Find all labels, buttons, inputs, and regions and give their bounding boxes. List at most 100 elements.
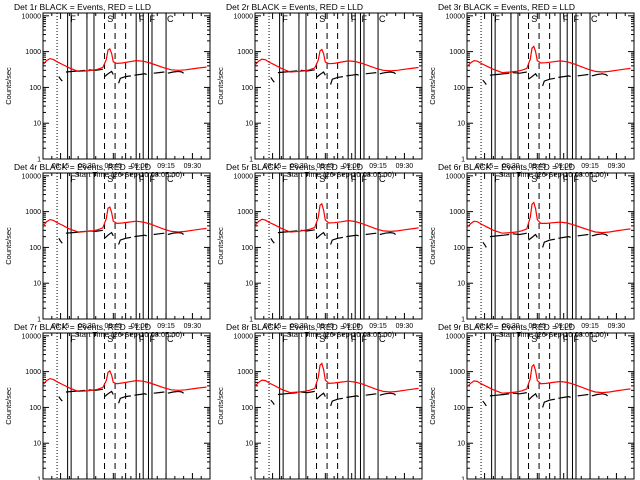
events-line [528, 72, 538, 80]
y-tick-label: 100 [29, 245, 41, 252]
flag-label: F [573, 334, 579, 344]
x-tick-label: 09:30 [396, 323, 414, 330]
events-line [379, 392, 396, 396]
y-tick-label: 100 [241, 85, 253, 92]
flag-label: F [563, 174, 569, 184]
y-tick-label: 1 [37, 477, 41, 480]
flag-label: S [107, 174, 113, 184]
events-line [316, 231, 326, 239]
events-line [542, 398, 556, 408]
flag-label: C [167, 174, 174, 184]
events-line [167, 231, 184, 236]
lld-line [43, 369, 207, 393]
events-line [489, 393, 510, 397]
events-line [512, 71, 527, 74]
flag-label: S [107, 14, 113, 24]
series-group [43, 369, 207, 404]
events-line [379, 71, 396, 75]
flag-label: F [361, 334, 367, 344]
x-tick-label: 09:30 [608, 323, 626, 330]
flag-label: S [531, 174, 537, 184]
events-line [346, 73, 359, 77]
y-axis-label: Counts/sec [216, 67, 225, 105]
x-tick-label: 08:30 [78, 323, 96, 330]
y-tick-label: 1000 [25, 209, 41, 216]
plot-frame [42, 12, 211, 160]
events-line [300, 390, 315, 394]
series-group [255, 202, 419, 245]
flag-label: F [149, 14, 155, 24]
y-axis-label: Counts/sec [216, 227, 225, 265]
events-line [591, 73, 608, 77]
y-tick-label: 10 [245, 441, 253, 448]
y-axis-label: Counts/sec [216, 387, 225, 425]
series-group [43, 206, 207, 245]
events-line [58, 396, 63, 402]
y-tick-label: 1 [249, 477, 253, 480]
events-line [104, 231, 114, 239]
events-line [577, 233, 589, 237]
flag-label: F [573, 14, 579, 24]
x-tick-label: 08:30 [290, 163, 308, 170]
events-line [58, 76, 63, 82]
y-tick-label: 10 [457, 441, 465, 448]
events-line [379, 231, 396, 236]
x-tick-label: 08:15 [264, 163, 282, 170]
flag-label: F [139, 334, 145, 344]
x-tick-label: 08:45 [105, 163, 123, 170]
events-line [134, 234, 147, 238]
x-tick-label: 09:00 [131, 163, 149, 170]
x-tick-label: 08:30 [78, 163, 96, 170]
y-tick-label: 1000 [449, 49, 465, 56]
flag-label: S [319, 174, 325, 184]
y-axis-label: Counts/sec [4, 67, 13, 105]
flag-label: C [379, 334, 386, 344]
lld-line [467, 201, 631, 234]
plot-frame [254, 332, 423, 480]
plot-frame [466, 332, 635, 480]
panel-title: Det 4r BLACK = Events, RED = LLD [14, 162, 151, 172]
y-tick-label: 100 [29, 405, 41, 412]
y-tick-label: 10 [245, 121, 253, 128]
flag-label: S [107, 334, 113, 344]
events-line [528, 233, 538, 241]
flag-label: F [563, 14, 569, 24]
panel-title: Det 2r BLACK = Events, RED = LLD [226, 2, 363, 12]
events-line [118, 236, 132, 245]
flag-label: F [282, 334, 288, 344]
events-line [577, 73, 589, 77]
panel-title: Det 1r BLACK = Events, RED = LLD [14, 2, 151, 12]
events-line [528, 392, 538, 401]
events-line [167, 390, 184, 394]
x-axis-label: Start Time (26-Sep-10 08:05:00) [287, 170, 395, 179]
x-tick-label: 08:15 [52, 323, 70, 330]
plot-frame [466, 172, 635, 320]
lld-line [467, 363, 631, 394]
x-tick-label: 09:00 [343, 163, 361, 170]
series-group [467, 363, 631, 408]
events-line [330, 397, 344, 407]
plot-frame [466, 12, 635, 160]
events-line [558, 395, 571, 399]
y-tick-label: 1 [249, 157, 253, 164]
x-tick-label: 08:15 [476, 163, 494, 170]
x-tick-label: 09:00 [343, 323, 361, 330]
flag-label: S [319, 14, 325, 24]
events-line [270, 237, 275, 244]
flag-label: C [379, 174, 386, 184]
plot-frame [42, 332, 211, 480]
events-line [489, 72, 510, 76]
events-line [482, 400, 487, 407]
flag-label: C [591, 174, 598, 184]
flag-label: S [531, 14, 537, 24]
panel-title: Det 5r BLACK = Events, RED = LLD [226, 162, 363, 172]
lld-line [43, 206, 207, 233]
x-tick-label: 09:00 [131, 323, 149, 330]
y-tick-label: 1000 [449, 369, 465, 376]
y-tick-label: 10000 [446, 333, 466, 340]
events-line [591, 393, 608, 397]
x-tick-label: 08:15 [264, 323, 282, 330]
flag-label: F [361, 14, 367, 24]
